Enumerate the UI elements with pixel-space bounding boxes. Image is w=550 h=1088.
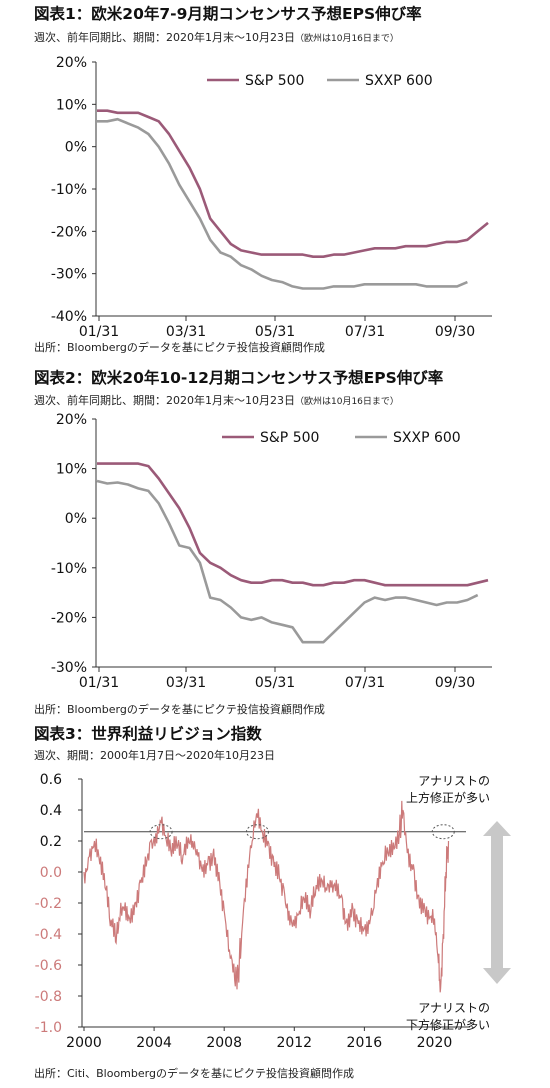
x-tick-label: 09/30 [435,324,475,340]
series-line-sp500 [97,462,489,587]
annotation-top-line1: アナリストの [418,774,490,788]
x-tick-label: 2020 [417,1035,453,1051]
y-tick-label: -10% [51,561,87,577]
y-tick-label: 0.6 [40,772,62,788]
y-tick-label: 0.2 [40,834,62,850]
chart-panel-1: 図表1：欧米20年7-9月期コンセンサス予想EPS伸び率 週次、前年同期比、期間… [0,0,550,360]
chart-subtitle-note: （欧州は10月16日まで） [295,34,399,44]
x-tick-label: 03/31 [166,324,206,340]
y-tick-label: 0.0 [40,865,62,881]
y-tick-label: -0.6 [35,958,62,974]
annotation-top-line2: 上方修正が多い [406,790,490,805]
y-tick-label: -40% [51,309,87,325]
highlight-circle [431,824,455,840]
x-tick-label: 05/31 [255,324,295,340]
annotation-bottom-line1: アナリストの [418,1001,490,1015]
y-tick-label: 20% [56,55,87,71]
double-arrow-icon [483,821,511,984]
y-tick-label: -1.0 [35,1020,62,1036]
x-tick-label: 05/31 [255,675,295,691]
y-tick-label: -0.8 [35,989,62,1005]
x-tick-label: 2004 [136,1035,172,1051]
x-tick-label: 01/31 [79,675,119,691]
line-chart-1: 20% 10% 0% -10% -20% -30% -40%01/31 03/31 05/31 0… [51,55,492,340]
legend-label: SXXP 600 [365,73,433,89]
chart-source: 出所：Bloombergのデータを基にピクテ投信投資顧問作成 [34,703,325,716]
x-tick-label: 2000 [66,1035,102,1051]
y-tick-label: -10% [51,182,87,198]
chart-subtitle: 週次、前年同期比、期間：2020年1月末～10月23日（欧州は10月16日まで） [34,392,399,408]
chart-panel-3: 図表3：世界利益リビジョン指数 週次、期間：2000年1月7日～2020年10月… [0,722,550,1088]
y-tick-label: -20% [51,610,87,626]
chart-source: 出所：Bloombergのデータを基にピクテ投信投資顧問作成 [34,341,325,354]
series-line-sp500 [97,109,489,259]
legend-label: SXXP 600 [393,430,461,446]
chart-title: 図表3：世界利益リビジョン指数 [34,725,262,743]
y-tick-label: 10% [56,97,87,113]
x-tick-label: 09/30 [435,675,475,691]
chart-subtitle: 週次、前年同期比、期間：2020年1月末～10月23日（欧州は10月16日まで） [34,29,399,45]
x-tick-label: 03/31 [166,675,206,691]
y-tick-label: 0% [65,511,87,527]
chart-subtitle-text: 週次、前年同期比、期間：2020年1月末～10月23日 [34,31,295,44]
highlight-circle [245,824,269,840]
y-tick-label: -30% [51,267,87,283]
chart-source: 出所：Citi、Bloombergのデータを基にピクテ投信投資顧問作成 [34,1067,354,1080]
x-tick-label: 2012 [276,1035,312,1051]
line-chart-2: 20% 10% 0% -10% -20% -30%01/31 03/31 05/31 07/31… [51,412,492,691]
x-tick-label: 2008 [206,1035,242,1051]
x-tick-label: 07/31 [345,675,385,691]
y-tick-label: 0.4 [40,803,62,819]
y-tick-label: -20% [51,224,87,240]
annotation-bottom-line2: 下方修正が多い [406,1017,490,1032]
highlight-circle [149,824,173,840]
y-tick-label: 0% [65,140,87,156]
legend-label: S&P 500 [245,73,304,89]
x-tick-label: 07/31 [345,324,385,340]
legend-label: S&P 500 [260,430,319,446]
chart-title: 図表2：欧米20年10-12月期コンセンサス予想EPS伸び率 [34,369,444,387]
y-tick-label: 20% [56,412,87,428]
chart-panel-2: 図表2：欧米20年10-12月期コンセンサス予想EPS伸び率 週次、前年同期比、… [0,362,550,722]
chart-title: 図表1：欧米20年7-9月期コンセンサス予想EPS伸び率 [34,5,422,23]
y-tick-label: -0.4 [35,927,62,943]
y-tick-label: -30% [51,660,87,676]
series-line-sxxp600 [96,479,479,644]
y-tick-label: -0.2 [35,896,62,912]
y-tick-label: 10% [56,462,87,478]
revision-index-line [83,800,450,993]
series-line-sxxp600 [97,117,468,290]
chart-subtitle-note: （欧州は10月16日まで） [295,397,399,407]
chart-subtitle: 週次、期間：2000年1月7日～2020年10月23日 [34,749,275,762]
chart-subtitle-text: 週次、前年同期比、期間：2020年1月末～10月23日 [34,394,295,407]
x-tick-label: 01/31 [79,324,119,340]
x-tick-label: 2016 [347,1035,383,1051]
